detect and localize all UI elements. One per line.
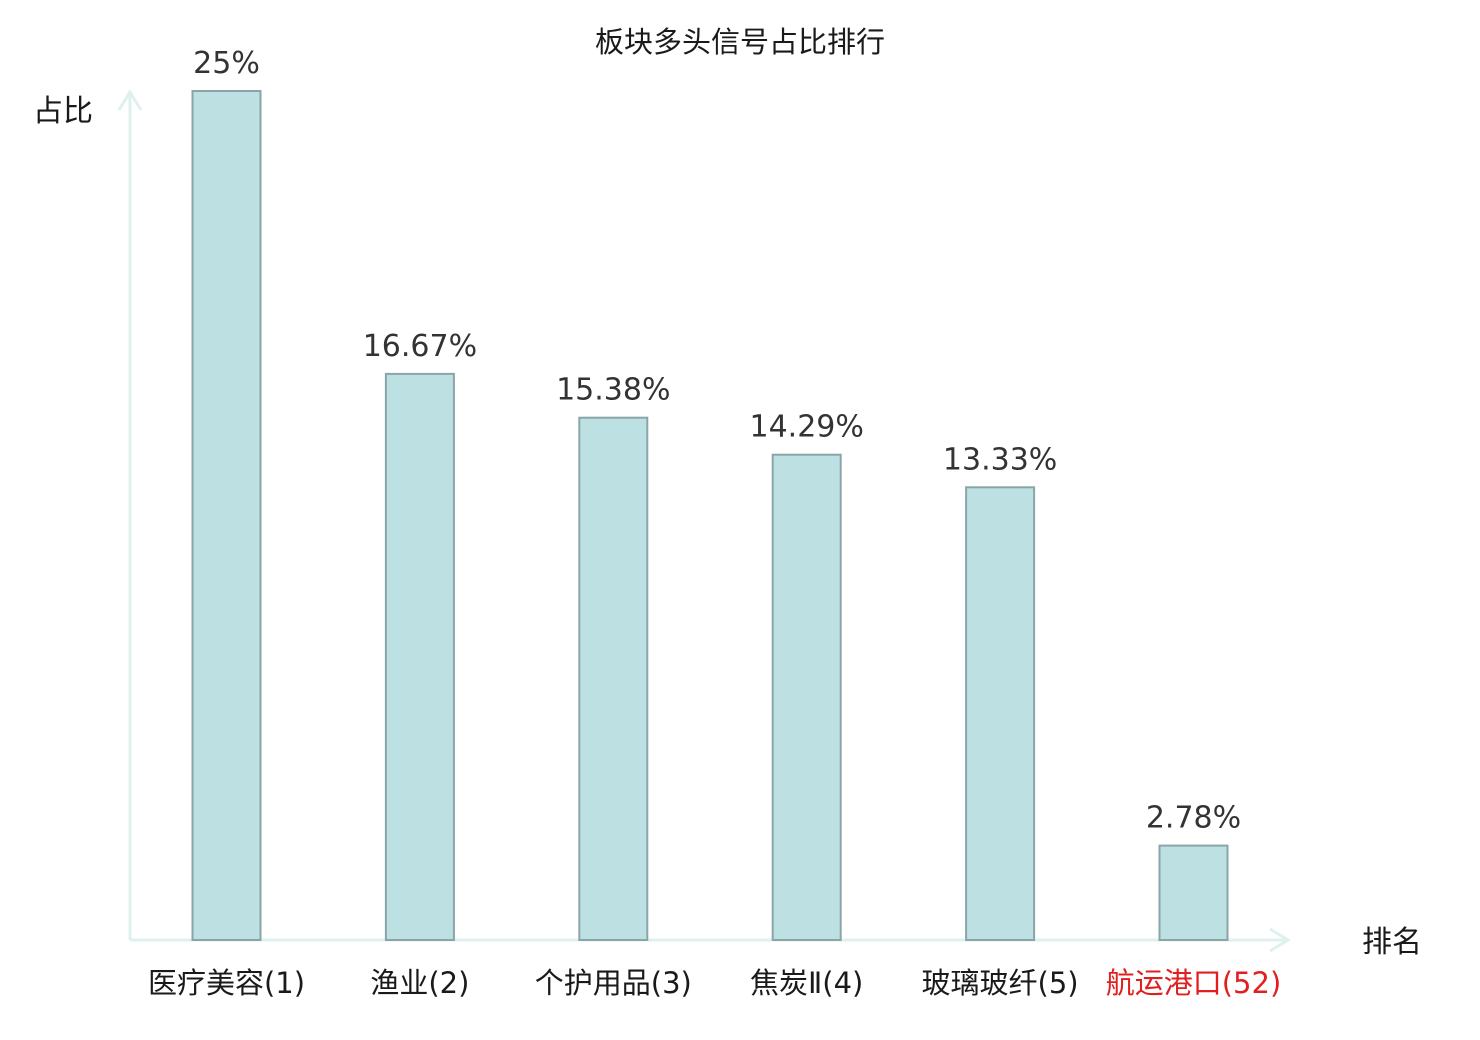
y-axis-arrow [117,89,143,111]
bar-value-label: 2.78% [1146,801,1241,836]
axes [117,89,1291,953]
x-tick-label: 玻璃玻纤(5) [922,966,1079,1000]
bar [1158,844,1229,941]
x-axis-label: 排名 [1362,925,1422,960]
x-tick-label: 个护用品(3) [535,966,692,1000]
bar [191,90,262,941]
bar-value-label: 25% [193,46,260,81]
x-tick-label: 医疗美容(1) [148,966,305,1000]
x-tick-label: 航运港口(52) [1106,966,1282,1000]
x-tick-label: 渔业(2) [370,966,469,1000]
chart-title: 板块多头信号占比排行 [595,25,885,59]
bar [771,453,842,941]
bar [578,416,649,941]
y-axis-label: 占比 [33,94,93,129]
x-axis-arrow [1269,927,1291,953]
bar-value-label: 14.29% [750,410,864,445]
bar-value-label: 13.33% [943,442,1057,477]
bar [384,372,455,941]
x-tick-labels: 医疗美容(1) 渔业(2) 个护用品(3) 焦炭Ⅱ(4) 玻璃玻纤(5) 航运港口(52) [148,966,1281,1000]
bar-value-label: 16.67% [363,329,477,364]
bars [191,90,1229,941]
bar-value-label: 15.38% [556,373,670,408]
bar [965,486,1036,941]
x-tick-label: 焦炭Ⅱ(4) [750,966,863,1000]
value-labels: 25% 16.67% 15.38% 14.29% 13.33% 2.78% [193,46,1241,836]
